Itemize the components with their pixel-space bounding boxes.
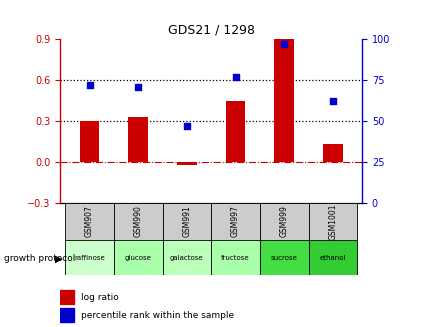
Point: [329, 99, 335, 104]
Text: fructose: fructose: [221, 254, 249, 261]
Point: [231, 74, 238, 79]
Bar: [308, 203, 356, 240]
Bar: [114, 240, 162, 275]
Bar: [80, 121, 99, 162]
Text: percentile rank within the sample: percentile rank within the sample: [81, 311, 233, 319]
Bar: [308, 240, 356, 275]
Text: ▶: ▶: [55, 254, 62, 264]
Bar: [162, 240, 211, 275]
Text: glucose: glucose: [124, 254, 151, 261]
Text: raffinose: raffinose: [74, 254, 104, 261]
Text: GSM907: GSM907: [85, 206, 94, 237]
Bar: [65, 203, 114, 240]
Point: [183, 123, 190, 129]
Text: GSM997: GSM997: [230, 206, 240, 237]
Bar: [177, 162, 196, 164]
Bar: [259, 240, 308, 275]
Text: GSM1001: GSM1001: [328, 203, 337, 240]
Text: log ratio: log ratio: [81, 293, 119, 301]
Bar: [60, 308, 74, 322]
Text: sucrose: sucrose: [270, 254, 297, 261]
Bar: [274, 39, 293, 162]
Bar: [259, 203, 308, 240]
Bar: [162, 203, 211, 240]
Bar: [225, 101, 245, 162]
Point: [86, 82, 93, 88]
Bar: [128, 117, 147, 162]
Bar: [114, 203, 162, 240]
Text: GSM990: GSM990: [133, 206, 142, 237]
Bar: [322, 144, 342, 162]
Text: GSM999: GSM999: [279, 206, 288, 237]
Point: [135, 84, 141, 89]
Point: [280, 42, 287, 47]
Title: GDS21 / 1298: GDS21 / 1298: [167, 24, 254, 37]
Bar: [211, 203, 259, 240]
Text: ethanol: ethanol: [319, 254, 345, 261]
Bar: [211, 240, 259, 275]
Bar: [60, 290, 74, 304]
Bar: [65, 240, 114, 275]
Text: growth protocol: growth protocol: [4, 254, 76, 264]
Text: galactose: galactose: [170, 254, 203, 261]
Text: GSM991: GSM991: [182, 206, 191, 237]
